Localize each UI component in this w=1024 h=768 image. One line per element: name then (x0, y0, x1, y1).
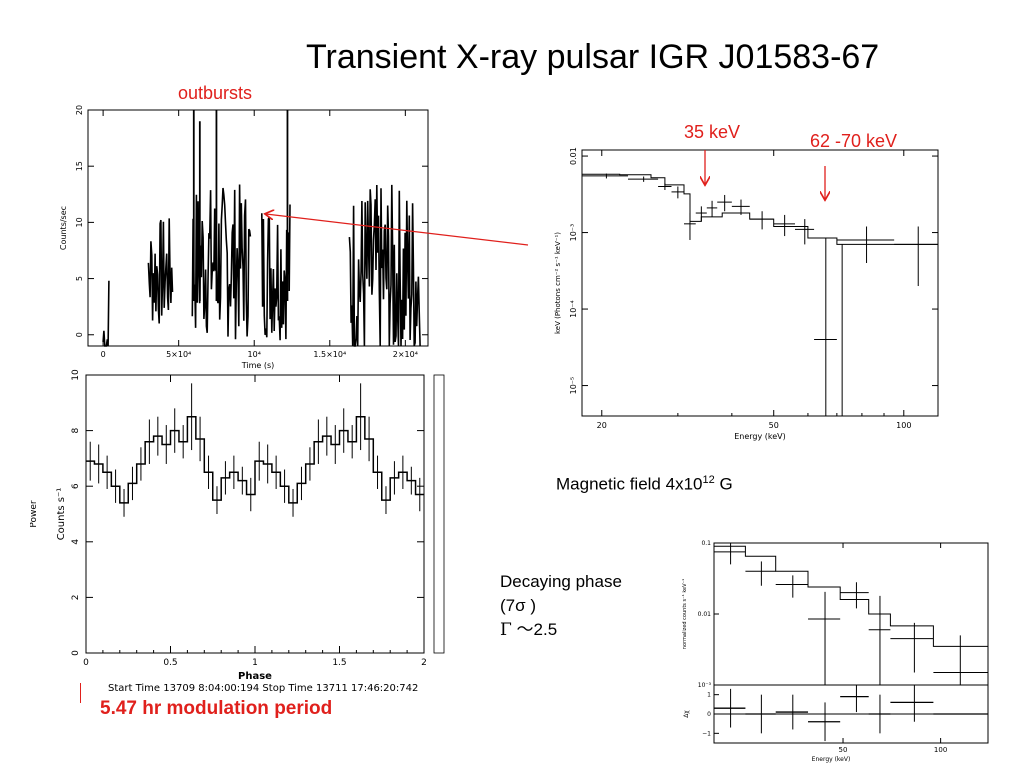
pp-ytick-label: 0 (71, 650, 81, 656)
pp-ylabel: Counts s⁻¹ (56, 488, 67, 541)
outbursts-label: outbursts (178, 83, 253, 103)
sp-xtick-label: 50 (769, 421, 779, 430)
kev62-label: 62 -70 keV (810, 131, 898, 151)
sp-ytick-label: 10⁻⁵ (569, 377, 578, 395)
pp-ytick-label: 4 (71, 539, 81, 545)
ds-resid-ytick-label: 1 (707, 692, 711, 699)
sp-xtick-label: 20 (597, 421, 607, 430)
ds-xtick-label: 100 (934, 746, 947, 754)
magnetic-suffix: G (714, 474, 733, 494)
lc-xtick-label: 0 (101, 350, 106, 359)
lc-ytick-label: 15 (75, 161, 84, 171)
lc-series-segment (147, 218, 174, 324)
ds-model-line (714, 545, 989, 671)
ds-resid-ytick-label: −1 (702, 730, 711, 737)
pp-ytick-label: 8 (71, 427, 81, 433)
red-marker-line (80, 683, 81, 703)
ds-resid-ylabel: Δχ (683, 710, 690, 718)
connector-arrow (266, 214, 529, 246)
ds-xtick-label: 50 (839, 746, 848, 754)
lc-ytick-label: 10 (75, 217, 84, 227)
start-stop-time: Start Time 13709 8:04:00:194 Stop Time 1… (108, 683, 419, 694)
pp-ytick-label: 2 (71, 595, 81, 601)
sp-ylabel: keV (Photons cm⁻² s⁻¹ keV⁻¹) (554, 232, 562, 334)
ds-xlabel: Energy (keV) (812, 756, 851, 763)
lc-xtick-label: 5×10⁴ (166, 350, 191, 359)
lc-ytick-label: 5 (75, 276, 84, 281)
pp-ytick-label: 6 (71, 483, 81, 489)
sp-ytick-label: 10⁻⁴ (569, 300, 578, 318)
magnetic-exponent: 12 (702, 474, 715, 486)
pp-xtick-label: 1 (252, 658, 258, 668)
decay-line2: (7σ ) (500, 596, 536, 615)
kev35-label: 35 keV (684, 122, 741, 142)
ds-frame (713, 542, 989, 686)
light-curve-chart: 0 5×10⁴ 10⁴ 1.5×10⁴ 2×10⁴ 0 5 10 15 20 Time (s) Cou… (59, 105, 429, 370)
lc-series-segment (102, 280, 110, 347)
sp-frame (581, 149, 939, 417)
decay-line1: Decaying phase (500, 572, 622, 591)
pp-xtick-label: 0 (83, 658, 89, 668)
modulation-period-label: 5.47 hr modulation period (100, 698, 333, 719)
ds-ytick-label: 0.1 (701, 540, 711, 547)
sp-ytick-label: 0.01 (569, 147, 578, 165)
lc-ytick-label: 0 (75, 332, 84, 337)
ds-ylabel: normalized counts s⁻¹ keV⁻¹ (682, 579, 688, 649)
magnetic-field-text: Magnetic field 4x1012 G (556, 474, 733, 495)
pp-side-strip (433, 374, 445, 654)
pulse-profile-chart: 0 0.5 1 1.5 2 0 2 4 6 8 10 Phase Counts s⁻¹ Power (30, 369, 445, 682)
lc-series-segment (261, 204, 291, 341)
lc-xtick-label: 1.5×10⁴ (313, 350, 346, 359)
sp-xtick-label: 100 (896, 421, 911, 430)
lc-series-segment (191, 184, 252, 340)
lc-xtick-label: 10⁴ (248, 350, 261, 359)
pp-ylabel-power: Power (30, 500, 39, 528)
decaying-phase-text: Decaying phase (7σ ) Γ ～2.5 (500, 570, 622, 642)
ds-resid-ytick-label: 0 (707, 711, 711, 718)
gamma-line: Γ ～2.5 (500, 618, 622, 642)
pp-xlabel: Phase (238, 671, 272, 682)
lc-xlabel: Time (s) (241, 361, 275, 370)
lc-ylabel: Counts/sec (59, 206, 68, 250)
pp-xtick-label: 1.5 (332, 658, 346, 668)
lc-ytick-label: 20 (75, 105, 84, 115)
lc-xtick-label: 2×10⁴ (393, 350, 418, 359)
sp-ytick-label: 10⁻³ (569, 224, 578, 242)
pp-ytick-label: 10 (71, 369, 81, 381)
gamma-value: 2.5 (533, 620, 558, 639)
gamma-symbol: Γ (500, 620, 512, 640)
ds-ytick-label: 0.01 (698, 611, 712, 618)
decay-spectrum-chart: 50 100 0.1 0.01 10⁻³ −1 0 1 Energy (keV) normaliz… (682, 540, 989, 763)
gamma-tilde: ～ (516, 620, 534, 639)
sp-xlabel: Energy (keV) (734, 432, 786, 441)
pp-xtick-label: 2 (421, 658, 427, 668)
ds-ytick-label: 10⁻³ (698, 682, 712, 689)
pp-xtick-label: 0.5 (163, 658, 177, 668)
pp-profile-line (86, 415, 424, 504)
magnetic-prefix: Magnetic field 4x10 (556, 474, 703, 494)
page-title: Transient X-ray pulsar IGR J01583-67 (306, 38, 880, 76)
lc-frame (87, 109, 429, 347)
